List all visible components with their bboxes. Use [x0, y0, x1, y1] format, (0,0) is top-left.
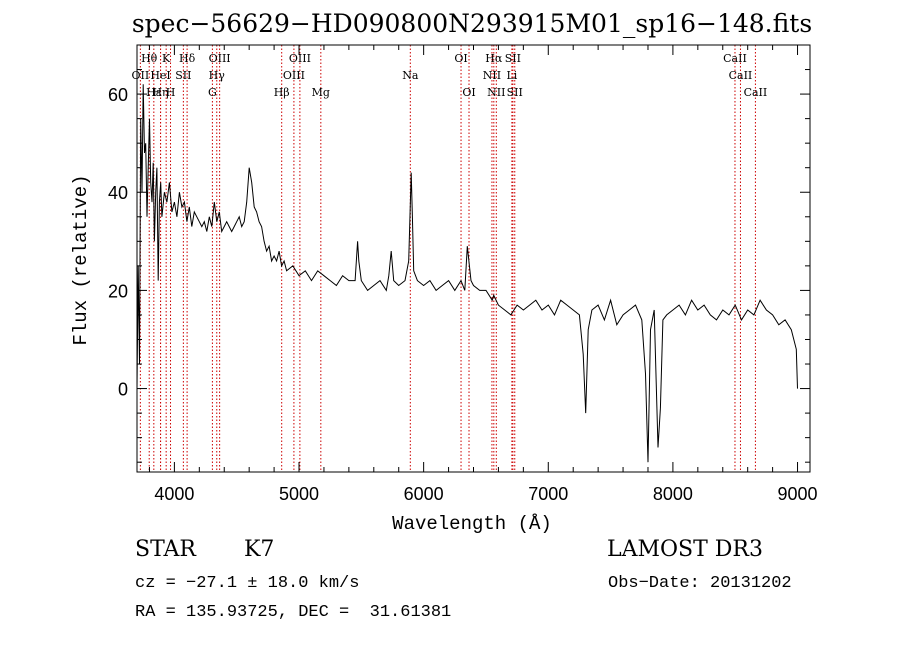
- plot-frame: [136, 44, 811, 473]
- line-label: SII: [505, 52, 521, 65]
- x-tick-label: 6000: [404, 484, 444, 504]
- line-label: CaII: [723, 52, 747, 65]
- line-label: Hδ: [179, 52, 196, 65]
- line-label: K: [162, 52, 171, 65]
- line-label: Hε: [146, 86, 162, 99]
- object-subclass: K7: [244, 537, 275, 562]
- line-label: SII: [507, 86, 523, 99]
- line-label: OIII: [209, 52, 231, 65]
- line-label: CaII: [744, 86, 768, 99]
- observation-date: Obs−Date: 20131202: [608, 574, 792, 593]
- line-label: G: [208, 86, 217, 99]
- line-label: OI: [454, 52, 467, 65]
- spectrum-line: [136, 84, 798, 463]
- x-tick-label: 8000: [653, 484, 693, 504]
- line-label: CaII: [729, 69, 753, 82]
- line-label: SII: [175, 69, 191, 82]
- x-tick-label: 7000: [528, 484, 568, 504]
- spectral-line-markers: [139, 45, 756, 472]
- line-label: OI: [462, 86, 475, 99]
- line-label: HeI: [150, 69, 170, 82]
- line-label: H: [166, 86, 176, 99]
- line-label: Mg: [312, 86, 330, 99]
- y-tick-label: 40: [108, 183, 128, 203]
- line-label: OIII: [289, 52, 311, 65]
- line-label: Hη: [152, 86, 168, 99]
- x-axis-ticks: 4000 5000 6000 7000 8000 9000: [148, 45, 818, 504]
- y-tick-label: 60: [108, 85, 128, 105]
- line-label: Hα: [485, 52, 503, 65]
- coordinates: RA = 135.93725, DEC = 31.61381: [135, 603, 452, 622]
- line-label: Hθ: [141, 52, 158, 65]
- redshift-velocity: cz = −27.1 ± 18.0 km/s: [135, 574, 360, 593]
- line-label: Li: [506, 69, 517, 82]
- x-axis-label: Wavelength (Å): [392, 513, 552, 535]
- y-axis-ticks: 0 20 40 60: [108, 44, 810, 463]
- chart-title: spec−56629−HD090800N293915M01_sp16−148.f…: [132, 9, 812, 38]
- line-label: OIII: [283, 69, 305, 82]
- y-tick-label: 20: [108, 281, 128, 301]
- line-label: OII: [132, 69, 150, 82]
- object-class: STAR: [135, 537, 196, 562]
- line-label: Na: [402, 69, 419, 82]
- line-label: NII: [487, 86, 505, 99]
- line-label: NII: [483, 69, 501, 82]
- y-axis-label: Flux (relative): [70, 174, 92, 345]
- y-tick-label: 0: [118, 380, 128, 400]
- line-label: Hγ: [209, 69, 226, 82]
- survey-name: LAMOST DR3: [607, 537, 763, 562]
- line-label: Hβ: [274, 86, 290, 99]
- x-tick-label: 9000: [778, 484, 818, 504]
- x-tick-label: 4000: [154, 484, 194, 504]
- x-tick-label: 5000: [279, 484, 319, 504]
